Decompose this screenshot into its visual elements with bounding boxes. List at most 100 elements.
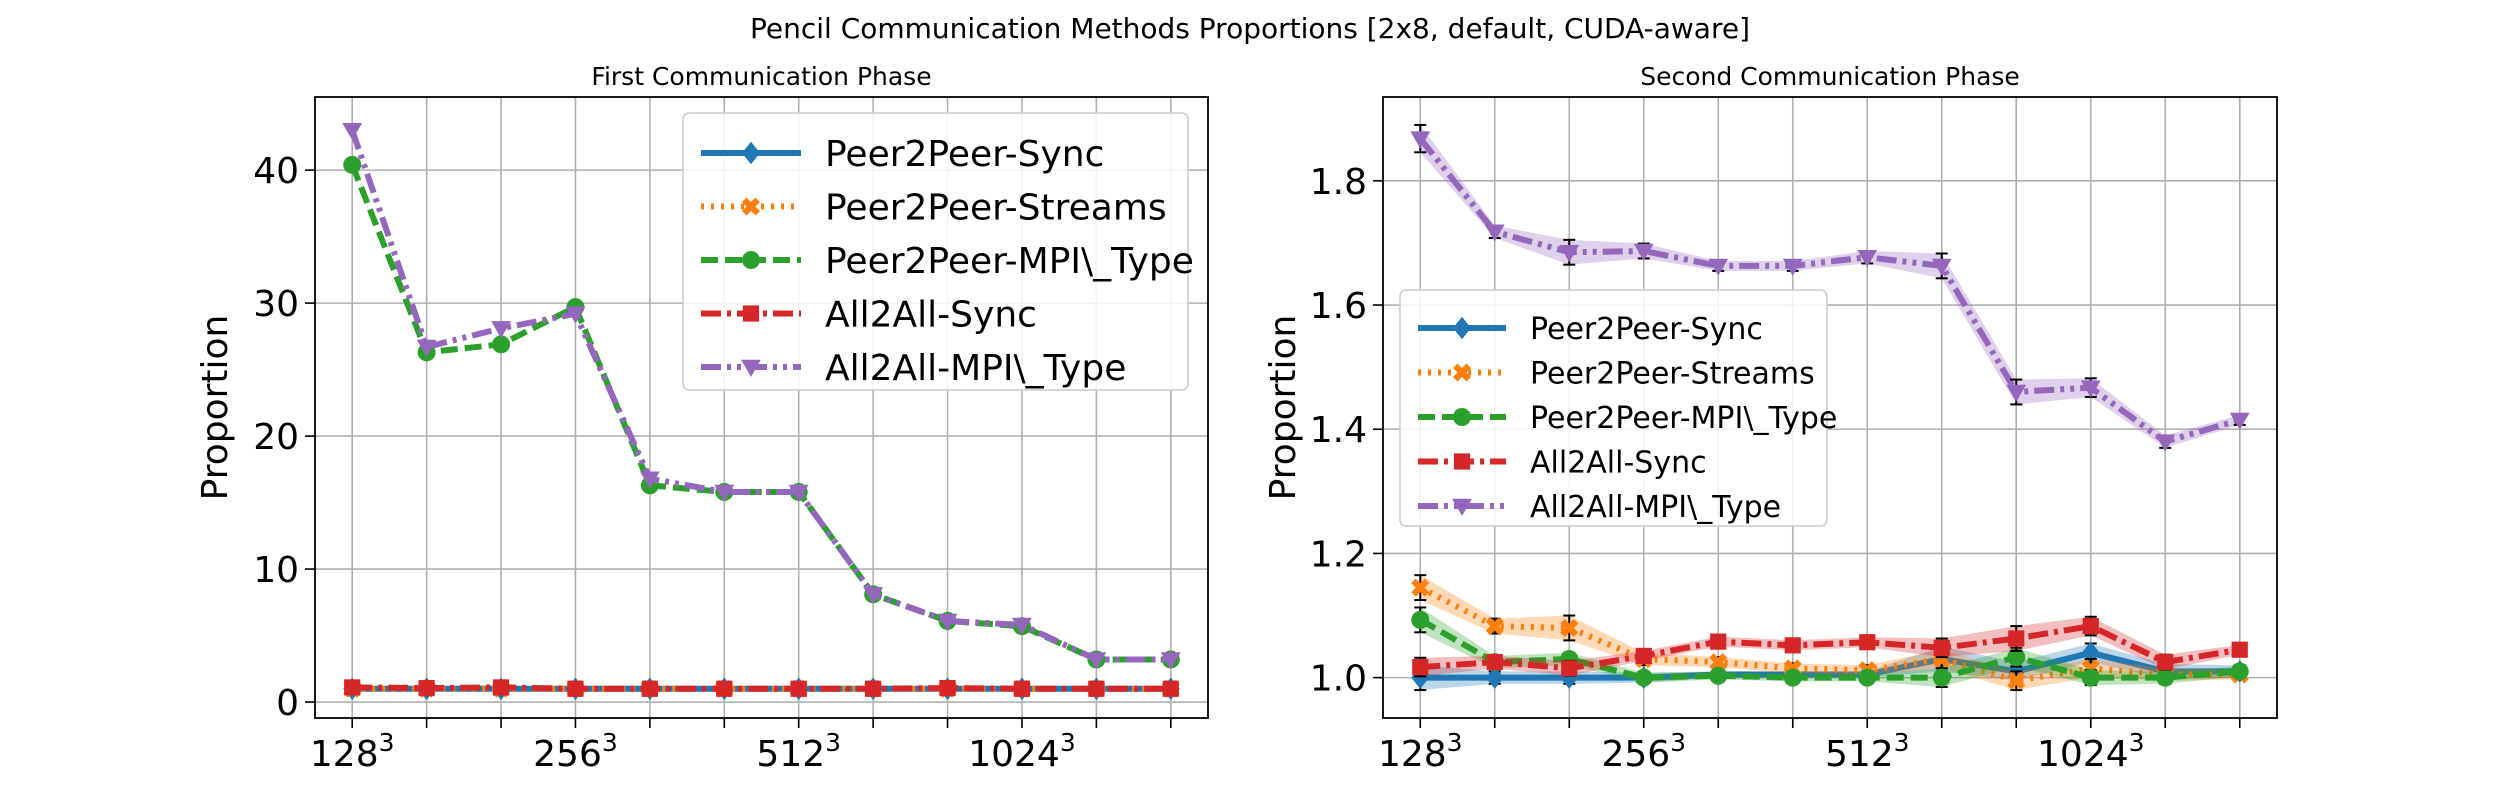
panel-2-series-peer2peer-streams-point-4: [1709, 653, 1728, 672]
panel-1-series-all2all-mpi-type-point-2: [491, 321, 511, 339]
panel-1-series-all2all-sync-point-11: [1162, 680, 1179, 697]
panel-2-series-peer2peer-mpi-type-point-7: [1932, 668, 1951, 687]
panel-2-series-peer2peer-mpi-type-point-0: [1411, 610, 1430, 629]
panel-1-legend-entry-peer2peer-mpi-type-marker: [742, 251, 760, 269]
panel-2-legend-entry-peer2peer-mpi-type-marker: [1453, 408, 1471, 426]
panel-2-series-all2all-mpi-type-point-5: [1782, 258, 1803, 276]
panel-1-series-all2all-sync: [344, 679, 1179, 697]
panel-1-series-peer2peer-mpi-type-point-2: [492, 335, 511, 354]
panel-2-xtick-label-1: 2563: [1601, 728, 1686, 775]
panel-1-series-all2all-mpi-type-point-9: [1012, 617, 1032, 635]
panel-2-ytick-label-4: 1.8: [1310, 162, 1367, 203]
panel-1-series-all2all-sync-point-10: [1088, 680, 1105, 697]
panel-1-axes-frame: [314, 96, 1209, 719]
panel-2-series-peer2peer-streams-point-0: [1411, 578, 1430, 597]
panel-2-series-all2all-mpi-type-point-3: [1633, 243, 1654, 261]
panel-2-ytick-label-0: 1.0: [1310, 659, 1367, 700]
panel-2-series-all2all-sync-point-7: [1933, 639, 1950, 656]
panel-2-legend-entry-peer2peer-streams-marker: [1453, 363, 1471, 382]
panel-2-series-all2all-mpi-type-point-0: [1410, 131, 1431, 149]
panel-1-series-all2all-sync-point-4: [641, 680, 658, 697]
figure-title: Pencil Communication Methods Proportions…: [749, 12, 1751, 45]
panel-2-series-all2all-mpi-type-point-7: [1931, 258, 1952, 276]
panel-1-ytick-label-0: 0: [276, 683, 299, 724]
panel-2-series-all2all-sync-point-6: [1859, 634, 1876, 651]
panel-2-series-peer2peer-streams-point-2: [1560, 618, 1579, 637]
panel-1-ytick-label-4: 40: [253, 151, 299, 192]
panel-1-ytick-label-1: 10: [253, 550, 299, 591]
panel-1-series-all2all-sync-point-3: [567, 680, 584, 697]
panel-2-series-all2all-sync-point-3: [1635, 647, 1652, 664]
panel-1-xtick-label-0: 1283: [310, 728, 395, 775]
panel-2-legend-entry-peer2peer-streams-label: Peer2Peer-Streams: [1530, 356, 1815, 391]
panel-2-series-all2all-mpi-type-point-9: [2080, 380, 2101, 398]
panel-2-legend-entry-all2all-sync-label: All2All-Sync: [1530, 445, 1707, 480]
panel-2-series-peer2peer-sync-line: [1420, 649, 2240, 681]
panel-1-legend-entry-peer2peer-streams-label: Peer2Peer-Streams: [825, 187, 1167, 228]
panel-1-series-peer2peer-mpi-type-line: [349, 163, 1171, 663]
panel-1-xtick-label-2: 5123: [756, 728, 841, 775]
panel-2-legend-entry-all2all-sync-marker: [1453, 453, 1471, 470]
panel-2-series-all2all-sync-point-10: [2157, 654, 2174, 671]
panel-1-legend: Peer2Peer-Sync Peer2Peer-Streams Peer2Peer…: [682, 112, 1194, 391]
panel-2-series-peer2peer-mpi-type-point-3: [1634, 668, 1653, 687]
panel-2-series-all2all-sync-point-1: [1486, 654, 1503, 671]
panel-2-series-all2all-sync: [1412, 615, 2248, 678]
panel-2-legend-entry-peer2peer-sync-label: Peer2Peer-Sync: [1530, 312, 1763, 347]
panel-1-series-all2all-sync-point-9: [1013, 680, 1031, 697]
panel-1-series-all2all-mpi-type: [342, 123, 1181, 670]
panel-2-series-all2all-sync-point-9: [2082, 617, 2099, 635]
panel-2-ylabel: Proportion: [1263, 315, 1304, 501]
panel-1-xtick-label-3: 10243: [968, 728, 1076, 775]
panel-1-series-all2all-mpi-type-point-11: [1160, 652, 1181, 670]
panel-2-legend-entry-all2all-mpi-type-label: All2All-MPI\_Type: [1530, 490, 1781, 525]
panel-2-xtick-label-3: 10243: [2037, 728, 2145, 775]
panel-2-series-peer2peer-mpi-type-point-4: [1709, 666, 1728, 685]
panel-1-series-all2all-mpi-type-point-5: [714, 484, 735, 502]
panel-2-series-peer2peer-mpi-type-point-10: [2156, 668, 2175, 687]
panel-2-series-peer2peer-mpi-type-point-8: [2007, 648, 2026, 667]
panel-2-series-all2all-sync-point-2: [1561, 660, 1578, 677]
panel-2-legend-entry-all2all-mpi-type-marker: [1452, 498, 1472, 516]
panel-1-legend-entry-all2all-sync-label: All2All-Sync: [825, 294, 1037, 335]
panel-2-series-all2all-mpi-type-point-2: [1559, 245, 1580, 263]
panel-1-legend-entry-peer2peer-sync-label: Peer2Peer-Sync: [825, 134, 1104, 175]
panel-1-series-all2all-mpi-type-point-3: [565, 306, 586, 324]
panel-2-series-all2all-mpi-type-point-11: [2229, 412, 2250, 430]
panel-2-series-all2all-mpi-type-point-4: [1708, 258, 1729, 276]
panel-1-xtick-label-1: 2563: [533, 728, 618, 775]
panel-1-title: First Communication Phase: [591, 62, 931, 91]
panel-2-series-peer2peer-mpi-type-point-11: [2230, 662, 2249, 681]
panel-1-series-all2all-mpi-type-point-10: [1086, 652, 1107, 670]
panel-1-series-all2all-sync-point-5: [716, 680, 733, 697]
panel-1-series-all2all-mpi-type-line: [349, 129, 1171, 663]
panel-2-series-peer2peer-sync-point-1: [1485, 666, 1504, 689]
panel-1-series-all2all-sync-point-2: [492, 679, 510, 696]
panel-2-series-all2all-sync-point-4: [1710, 633, 1727, 650]
panel-1-series-all2all-sync-point-0: [344, 679, 361, 696]
panel-1-series-peer2peer-mpi-type-point-0: [343, 155, 362, 174]
panel-2-series-peer2peer-mpi-type-line: [1418, 617, 2240, 681]
panel-1-series-all2all-mpi-type-point-1: [416, 339, 437, 357]
panel-1-series-all2all-mpi-type-point-8: [937, 613, 958, 631]
panel-2: 1.0 1.2 1.4 1.6 1.8 1283 2563 5123 10243 Proporti…: [1263, 62, 2278, 775]
panel-1-series-all2all-sync-point-7: [865, 680, 882, 697]
panel-1-legend-entry-peer2peer-sync-marker: [742, 141, 760, 165]
panel-1-series-all2all-mpi-type-point-4: [639, 471, 660, 489]
panel-1-series-all2all-sync-point-1: [418, 679, 435, 697]
panel-1-ytick-label-3: 30: [253, 284, 299, 325]
panel-1-legend-entry-peer2peer-streams-marker: [742, 197, 760, 216]
panel-2-series-all2all-mpi-type-point-1: [1484, 224, 1505, 242]
panel-1-legend-box: [682, 112, 1189, 391]
panel-2-series-peer2peer-mpi-type-band: [1420, 607, 2240, 687]
panel-2-ytick-label-2: 1.4: [1310, 410, 1367, 451]
panel-1-legend-entry-all2all-mpi-type-label: All2All-MPI\_Type: [825, 348, 1126, 389]
panel-2-series-peer2peer-streams-point-8: [2007, 671, 2026, 690]
panel-2-series-peer2peer-mpi-type-point-9: [2081, 668, 2100, 687]
panel-1-series-all2all-mpi-type-point-7: [863, 587, 884, 605]
panel-2-series-all2all-mpi-type: [1410, 123, 2250, 452]
panel-2-series-all2all-sync-point-0: [1412, 658, 1429, 676]
panel-2-legend-box: [1399, 289, 1828, 527]
panel-2-series-peer2peer-mpi-type-point-5: [1783, 668, 1802, 687]
panel-1-series-all2all-sync-point-6: [790, 680, 807, 697]
